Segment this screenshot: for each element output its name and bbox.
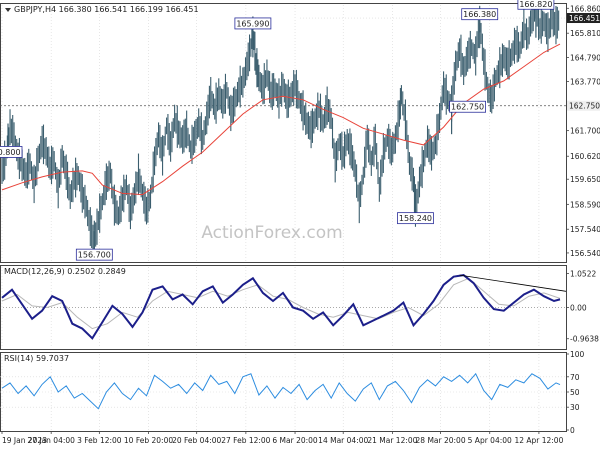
price-annotation-box: [461, 8, 499, 21]
price-y-tick-label: 166.860: [570, 4, 600, 13]
price-y-tick-label: 165.810: [570, 29, 600, 38]
price-panel-frame: [0, 3, 567, 263]
price-y-axis: 166.860 165.810 164.790 163.770 162.750 161.7…: [566, 4, 600, 258]
time-tick-label: 5 Apr 04:00: [468, 436, 512, 445]
macd-signal-line: [1, 277, 561, 330]
price-annotation-label: 156.700: [78, 251, 111, 260]
rsi-line: [1, 372, 561, 410]
price-annotation-label: 165.990: [236, 19, 269, 28]
rsi-grid: [0, 354, 566, 430]
macd-trendline: [459, 274, 567, 292]
current-price-tag-bg: [567, 13, 600, 24]
price-annotation-label: 158.240: [399, 214, 432, 223]
price-annotation-box: [397, 212, 434, 225]
watermark: ActionForex.com: [201, 223, 342, 243]
current-price-tag: 166.451: [569, 14, 600, 23]
support-level-tag: 162.750: [569, 102, 600, 111]
time-tick-label: 14 Mar 04:00: [318, 436, 368, 445]
time-tick-label: 21 Mar 12:00: [367, 436, 417, 445]
dropdown-triangle-icon[interactable]: [5, 8, 11, 12]
price-annotation-box: [75, 248, 113, 261]
price-y-tick-label: 160.620: [570, 152, 600, 161]
price-annotation-label: 162.750: [451, 103, 484, 112]
time-tick-label: 27 Feb 12:00: [221, 436, 270, 445]
macd-y-tick-label: 0.00: [570, 304, 587, 313]
time-tick-label: 20 Feb 04:00: [172, 436, 221, 445]
time-tick-label: 27 Jan 04:00: [27, 436, 75, 445]
time-tick-label: 28 Mar 20:00: [416, 436, 466, 445]
rsi-y-axis: 100 70 50 30 0: [566, 350, 585, 435]
rsi-y-tick-label: 30: [570, 403, 580, 412]
price-annotation-label: 166.820: [519, 0, 552, 9]
time-tick-label: 12 Apr 12:00: [514, 436, 563, 445]
price-annotation-box: [234, 17, 272, 30]
price-y-tick-label: 157.540: [570, 225, 600, 234]
price-annotation-box: [0, 146, 23, 158]
rsi-title: RSI(14) 59.7037: [4, 354, 69, 363]
price-y-tick-label: 164.790: [570, 53, 600, 62]
price-annotations: 160.800 156.700 165.990 158.240 162.750 166.3…: [0, 0, 555, 261]
rsi-y-tick-label: 100: [570, 350, 585, 359]
macd-y-tick-label: -0.9638: [570, 335, 599, 344]
rsi-y-tick-label: 70: [570, 373, 580, 382]
macd-title: MACD(12,26,9) 0.2502 0.2849: [4, 267, 126, 276]
price-candles: [1, 0, 560, 253]
price-annotation-label: 160.800: [0, 148, 21, 157]
price-annotation-box: [517, 0, 555, 10]
support-level-tag-bg: [567, 100, 600, 111]
price-y-tick-label: 156.540: [570, 249, 600, 258]
time-tick-label: 3 Feb 12:00: [77, 436, 122, 445]
time-tick-label: 6 Mar 20:00: [272, 436, 318, 445]
time-tick-label: 10 Feb 20:00: [124, 436, 173, 445]
time-tick-label: 19 Jan 2023: [2, 436, 47, 445]
price-annotation-label: 166.380: [463, 10, 496, 19]
price-y-tick-label: 161.700: [570, 127, 600, 136]
rsi-y-tick-label: 0: [570, 426, 575, 435]
macd-grid: [0, 267, 566, 348]
price-y-tick-label: 163.770: [570, 78, 600, 87]
macd-line: [1, 274, 561, 340]
price-y-tick-label: 159.650: [570, 175, 600, 184]
chart-symbol-header: GBPJPY,H4 166.380 166.541 166.199 166.45…: [14, 5, 199, 14]
price-annotation-box: [449, 100, 487, 113]
macd-y-tick-label: 1.0522: [570, 269, 596, 278]
rsi-y-tick-label: 50: [570, 388, 580, 397]
macd-y-axis: 1.0522 0.00 -0.9638: [566, 269, 599, 344]
price-grid: [0, 5, 566, 261]
price-y-tick-label: 158.590: [570, 200, 600, 209]
